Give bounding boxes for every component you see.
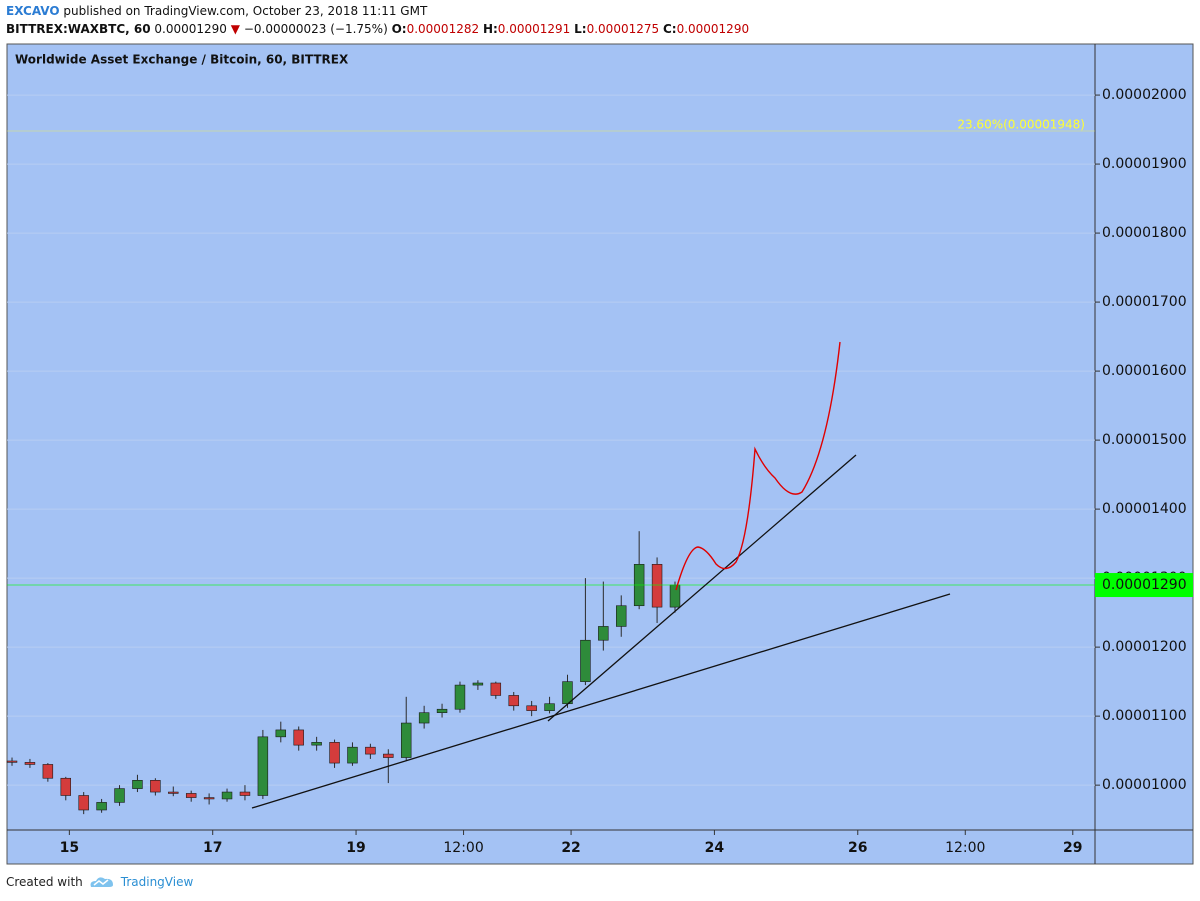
- fib-label: 23.60%(0.00001948): [957, 117, 1085, 131]
- y-tick-label: 0.00001200: [1102, 639, 1187, 655]
- author: EXCAVO: [6, 4, 60, 18]
- candle-body: [383, 753, 394, 758]
- candle-body: [400, 722, 412, 758]
- h-value: 0.00001291: [497, 22, 571, 36]
- candle-body: [185, 793, 197, 798]
- last-price-label: 0.00001290: [1102, 577, 1187, 593]
- candle-body: [60, 777, 71, 796]
- chart-title: Worldwide Asset Exchange / Bitcoin, 60, …: [15, 53, 349, 67]
- y-tick-label: 0.00001900: [1102, 156, 1187, 172]
- price: 0.00001290: [154, 22, 227, 36]
- x-tick-label: 26: [848, 840, 867, 856]
- x-tick-label: 22: [561, 840, 580, 856]
- candle-body: [203, 797, 215, 800]
- y-tick-label: 0.00001600: [1102, 363, 1187, 379]
- candle-body: [669, 584, 681, 608]
- c-label: C:: [662, 22, 677, 36]
- candle-body: [544, 703, 555, 711]
- plot-layer: 0.000010000.000011000.000012000.00001300…: [6, 87, 1187, 856]
- candle-body: [580, 639, 591, 682]
- y-tick-label: 0.00002000: [1102, 87, 1187, 103]
- x-tick-label: 24: [705, 840, 725, 856]
- logo: [90, 877, 113, 887]
- trendline: [251, 593, 951, 809]
- h-label: H:: [482, 22, 498, 36]
- candle-body: [508, 695, 519, 707]
- projection-path: [675, 341, 841, 591]
- l-value: 0.00001275: [586, 22, 660, 36]
- created-with: Created with: [6, 875, 83, 889]
- candle-body: [347, 746, 358, 764]
- c-value: 0.00001290: [676, 22, 750, 36]
- candle-body: [454, 684, 466, 710]
- candle-body: [168, 791, 179, 794]
- symbol: BITTREX:WAXBTC, 60: [6, 22, 151, 36]
- drawings: [251, 341, 951, 809]
- candle-body: [365, 746, 376, 755]
- arrow: ▼: [230, 22, 240, 36]
- x-tick-label: 15: [60, 840, 79, 856]
- candle-body: [311, 742, 322, 746]
- candle-body: [150, 780, 161, 793]
- y-tick-label: 0.00001000: [1102, 777, 1187, 793]
- x-tick-label: 12:00: [945, 840, 985, 856]
- candle-body: [24, 762, 36, 765]
- change: −0.00000023 (−1.75%): [243, 22, 388, 36]
- candle-body: [526, 705, 537, 711]
- candle-body: [221, 791, 233, 800]
- x-tick-label: 12:00: [443, 840, 483, 856]
- chart-frame: [6, 43, 1194, 865]
- quote-line: BITTREX:WAXBTC, 60 0.00001290 ▼ −0.00000…: [6, 22, 749, 36]
- candle-body: [418, 712, 430, 724]
- x-tick-label: 29: [1063, 840, 1082, 856]
- candle-body: [96, 802, 107, 811]
- candle-body: [114, 788, 125, 803]
- y-tick-label: 0.00001700: [1102, 294, 1187, 310]
- candle-body: [598, 626, 609, 641]
- trendline: [547, 454, 857, 722]
- o-label: O:: [391, 22, 407, 36]
- y-tick-label: 0.00001500: [1102, 432, 1187, 448]
- candle-body: [436, 708, 448, 713]
- candle-body: [293, 729, 304, 746]
- candle-body: [490, 682, 502, 696]
- candle-body: [472, 682, 484, 686]
- l-label: L:: [574, 22, 587, 36]
- candle-body: [257, 736, 269, 796]
- candle-body: [275, 729, 287, 738]
- candle-body: [616, 605, 627, 627]
- y-tick-label: 0.00001400: [1102, 501, 1187, 517]
- x-tick-label: 17: [203, 840, 222, 856]
- published: published on TradingView.com, October 23…: [59, 4, 428, 18]
- last-price-box: [1095, 573, 1193, 598]
- candle-body: [651, 564, 663, 608]
- y-tick-label: 0.00001100: [1102, 708, 1187, 724]
- footer: Created with TradingView: [6, 875, 193, 889]
- publish-line: EXCAVO published on TradingView.com, Oct…: [6, 4, 427, 18]
- o-value: 0.00001282: [406, 22, 480, 36]
- candle-body: [132, 780, 143, 789]
- candle-body: [6, 760, 18, 763]
- candle-body: [42, 764, 54, 779]
- candle-body: [329, 742, 340, 764]
- brand: TradingView: [120, 875, 194, 889]
- candle-body: [239, 791, 251, 796]
- candle-body: [78, 795, 89, 811]
- y-tick-label: 0.00001800: [1102, 225, 1187, 241]
- x-tick-label: 19: [346, 840, 365, 856]
